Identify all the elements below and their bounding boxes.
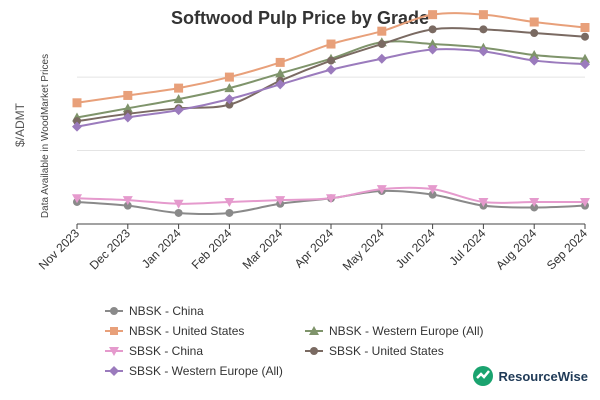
legend-marker-icon [105,366,123,376]
legend-label: NBSK - China [129,304,204,318]
data-point [224,72,234,82]
x-tick-label: Feb 2024 [189,226,235,272]
legend-item[interactable]: NBSK - China [105,304,204,318]
data-point [427,185,438,195]
data-point [326,64,336,75]
data-point [427,39,438,49]
legend-item[interactable]: SBSK - China [105,344,203,358]
data-point [225,100,234,109]
data-point [479,25,488,34]
data-point [173,105,184,116]
data-point [224,83,235,93]
data-point [580,53,590,63]
data-point [173,94,184,104]
data-point [225,208,234,217]
data-point [376,53,387,64]
data-point [275,196,286,206]
data-point [428,25,437,34]
data-point [530,203,539,212]
data-point [72,194,82,204]
legend-marker-icon [305,347,323,355]
data-point [376,185,387,195]
data-point [73,117,81,126]
data-point [72,98,82,108]
data-point [529,50,540,60]
legend-item[interactable]: NBSK - Western Europe (All) [305,324,484,338]
data-point [224,197,235,207]
data-point [173,199,184,209]
chart-title: Softwood Pulp Price by Grade [170,8,430,28]
resourcewise-logo-icon [472,366,493,386]
y-axis-label: $/ADMT [13,102,27,147]
data-point [123,201,132,210]
data-point [427,44,438,55]
data-point [529,17,539,27]
data-point [327,56,335,65]
data-point [275,68,286,78]
data-point [377,40,386,49]
data-point [174,83,184,93]
legend-label: SBSK - United States [329,344,444,358]
line-chart: Nov 2023 Dec 2023 Jan 2024 Feb 2024 Mar 2024… [13,10,590,273]
data-point [478,197,489,207]
legend-label: SBSK - China [129,344,204,358]
data-point [529,197,540,207]
legend-label: NBSK - United States [129,324,245,338]
legend-item[interactable]: SBSK - United States [305,344,444,358]
y-axis-note: Data Available in WoodMarket Prices [40,54,51,218]
data-point [275,79,286,90]
data-point [377,26,387,36]
legend-marker-icon [105,307,123,315]
x-tick-label: Mar 2024 [240,226,286,272]
data-point [122,196,133,206]
x-tick-label: Jun 2024 [393,226,438,271]
legend-item[interactable]: SBSK - Western Europe (All) [105,364,283,378]
legend-label: SBSK - Western Europe (All) [129,364,283,378]
data-point [174,208,183,217]
data-point [122,103,133,113]
data-point [224,94,235,105]
data-point [326,39,336,49]
x-tick-label: Aug 2024 [493,226,539,272]
data-point [580,59,590,70]
x-tick-label: Sep 2024 [544,226,590,272]
legend-item[interactable]: NBSK - United States [105,324,244,338]
data-point [530,29,539,38]
data-point [428,10,438,20]
data-point [581,32,589,41]
data-point [529,55,540,66]
legend-marker-icon [105,327,123,335]
legend-label: NBSK - Western Europe (All) [329,324,484,338]
data-point [580,197,590,207]
data-point [122,112,133,123]
x-tick-label: Nov 2023 [36,226,82,272]
brand-name: ResourceWise [498,368,588,384]
data-point [326,194,336,204]
data-point [275,57,285,67]
brand-logo: ResourceWise [471,364,588,388]
x-tick-label: Jan 2024 [139,226,184,271]
legend-marker-icon [305,326,323,335]
data-point [580,23,590,33]
data-point [478,10,488,20]
data-point [72,121,82,132]
data-point [428,190,437,199]
legend-marker-icon [105,347,123,356]
data-point [478,46,489,57]
x-tick-label: Apr 2024 [292,226,337,271]
data-point [123,90,133,100]
x-tick-label: Dec 2023 [87,226,133,272]
x-tick-label: May 2024 [340,226,387,273]
series-line-2 [76,40,586,119]
x-tick-label: Jul 2024 [447,226,489,268]
